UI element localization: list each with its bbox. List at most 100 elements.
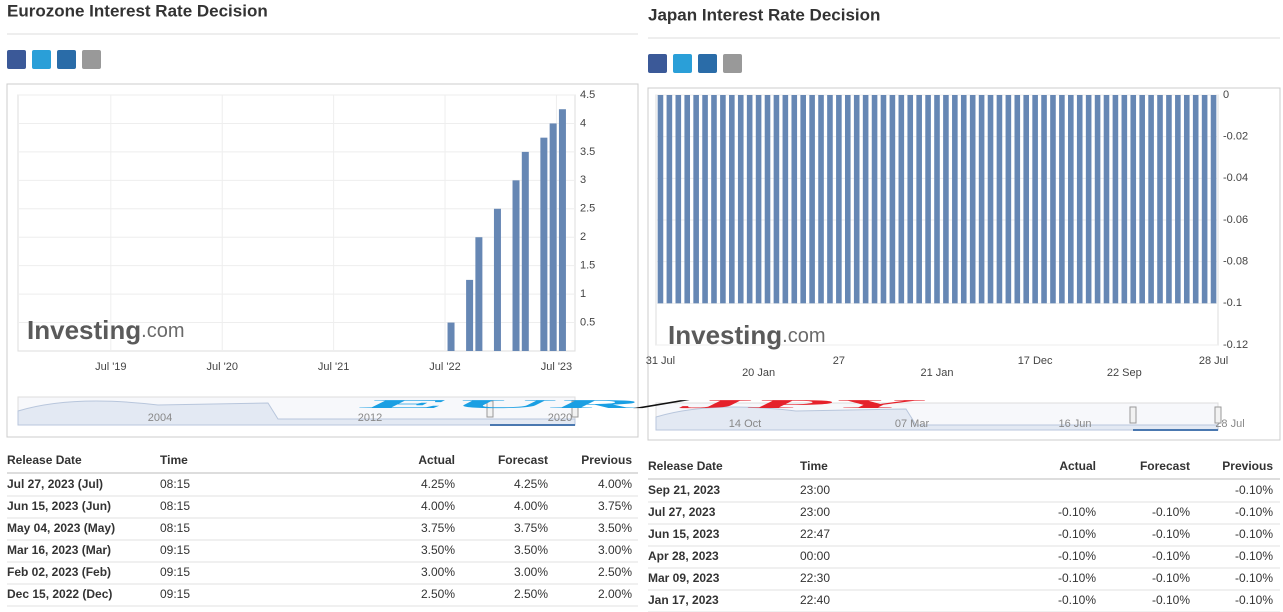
- table-cell: 09:15: [160, 565, 190, 579]
- table-cell: -0.10%: [1235, 505, 1273, 519]
- bar: [987, 95, 994, 304]
- bar: [711, 95, 717, 304]
- navigator-series: [17, 400, 576, 426]
- bar: [1183, 95, 1190, 304]
- table-cell: 4.25%: [514, 477, 548, 491]
- navigator-label: 2012: [358, 412, 382, 424]
- release-date: May 04, 2023 (May): [7, 521, 115, 535]
- bar: [809, 95, 815, 304]
- twitter-icon[interactable]: [673, 54, 692, 73]
- release-date: Feb 02, 2023 (Feb): [7, 565, 111, 579]
- bar: [702, 95, 708, 304]
- bar: [657, 95, 664, 304]
- navigator-handle: [1129, 406, 1137, 424]
- table-cell: -0.10%: [1152, 527, 1190, 541]
- table-cell: -0.10%: [1235, 593, 1273, 607]
- navigator-handle: [1214, 406, 1222, 424]
- x-tick-label: Jul '21: [318, 361, 349, 373]
- twitter-icon[interactable]: [32, 50, 51, 69]
- bar: [952, 95, 958, 304]
- bar: [693, 95, 699, 304]
- bar: [1148, 95, 1154, 304]
- y-tick-label: -0.12: [1223, 339, 1248, 351]
- bar: [493, 208, 501, 351]
- release-date: Apr 28, 2023: [648, 549, 719, 563]
- facebook-icon[interactable]: [7, 50, 26, 69]
- bar: [818, 95, 824, 304]
- table-cell: 2.50%: [598, 565, 632, 579]
- bar: [466, 279, 474, 351]
- bar: [1192, 95, 1199, 304]
- x-tick-label: 22 Sep: [1107, 367, 1142, 379]
- bar: [943, 95, 949, 304]
- table-cell: -0.10%: [1152, 571, 1190, 585]
- bar: [447, 322, 455, 351]
- navigator-label: 2004: [148, 412, 172, 424]
- bar: [1085, 95, 1092, 304]
- table-cell: -0.10%: [1058, 549, 1096, 563]
- bar: [1112, 95, 1119, 304]
- mail-icon[interactable]: [723, 54, 742, 73]
- x-tick-label: 27: [833, 355, 845, 367]
- bar: [684, 95, 691, 304]
- bar: [800, 95, 806, 304]
- table-cell: 22:30: [800, 571, 830, 585]
- navigator-handle: [486, 400, 494, 418]
- table-cell: 09:15: [160, 587, 190, 601]
- bar: [1201, 95, 1208, 304]
- table-cell: 3.75%: [421, 521, 455, 535]
- table-cell: 3.75%: [514, 521, 548, 535]
- table-cell: 4.00%: [421, 499, 455, 513]
- y-tick-label: 2: [580, 231, 586, 243]
- release-date: Jun 15, 2023 (Jun): [7, 499, 111, 513]
- bar: [960, 95, 967, 304]
- table-cell: -0.10%: [1058, 505, 1096, 519]
- mail-icon[interactable]: [82, 50, 101, 69]
- table-cell: -0.10%: [1235, 571, 1273, 585]
- facebook-icon[interactable]: [648, 54, 667, 73]
- table-cell: 08:15: [160, 499, 190, 513]
- navigator-label: 16 Jun: [1058, 418, 1091, 430]
- bar: [996, 95, 1003, 304]
- watermark-brand: Investing: [668, 320, 782, 350]
- release-date: Jun 15, 2023: [648, 527, 720, 541]
- bar: [853, 95, 860, 304]
- y-tick-label: 0: [1223, 89, 1229, 101]
- table-cell: 08:15: [160, 477, 190, 491]
- table-cell: -0.10%: [1152, 593, 1190, 607]
- table-cell: 3.50%: [598, 521, 632, 535]
- x-tick-label: 20 Jan: [742, 367, 775, 379]
- watermark: Investing.com: [668, 320, 825, 350]
- column-header: Actual: [1059, 459, 1096, 473]
- bar: [1076, 95, 1083, 304]
- bar: [1175, 95, 1181, 304]
- bar: [737, 95, 744, 304]
- x-tick-label: Jul '20: [207, 361, 238, 373]
- bar: [512, 180, 520, 351]
- watermark-suffix: .com: [141, 320, 184, 342]
- bar: [1166, 95, 1172, 304]
- table-cell: 08:15: [160, 521, 190, 535]
- linkedin-icon[interactable]: [57, 50, 76, 69]
- bar: [1050, 95, 1056, 304]
- release-date: Mar 16, 2023 (Mar): [7, 543, 111, 557]
- table-cell: -0.10%: [1058, 527, 1096, 541]
- table-cell: 3.00%: [598, 543, 632, 557]
- table-cell: 2.50%: [421, 587, 455, 601]
- bar: [1059, 95, 1065, 304]
- bar: [746, 95, 753, 304]
- linkedin-icon[interactable]: [698, 54, 717, 73]
- watermark-suffix: .com: [782, 325, 825, 347]
- bar: [1005, 95, 1012, 304]
- x-tick-label: Jul '19: [95, 361, 126, 373]
- bar: [773, 95, 780, 304]
- table-cell: -0.10%: [1235, 483, 1273, 497]
- watermark: Investing.com: [27, 315, 184, 345]
- x-tick-label: 31 Jul: [646, 355, 675, 367]
- bar: [916, 95, 922, 304]
- bar: [791, 95, 798, 304]
- bar: [558, 109, 566, 351]
- bar: [844, 95, 851, 304]
- column-header: Time: [800, 459, 828, 473]
- y-tick-label: -0.02: [1223, 131, 1248, 143]
